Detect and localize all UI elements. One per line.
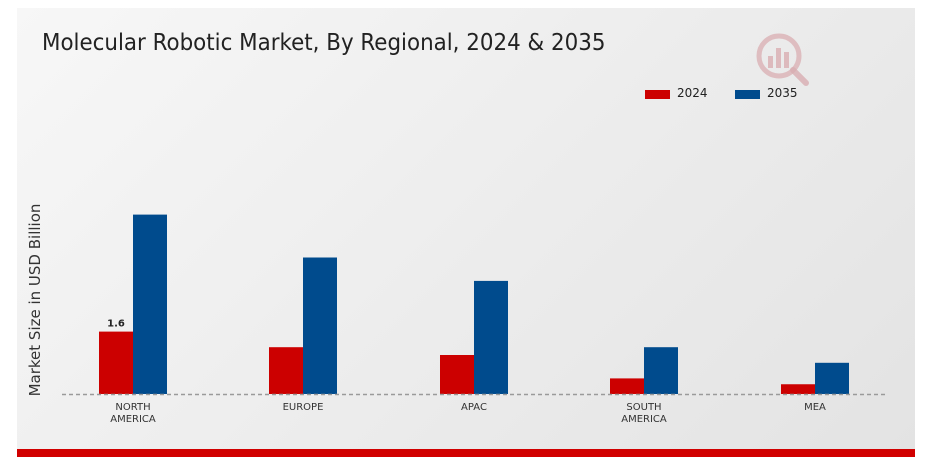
data-label-0: 1.6 bbox=[107, 319, 125, 330]
bar-2024-1 bbox=[269, 347, 303, 394]
bar-2035-4 bbox=[815, 362, 849, 394]
brand-logo-icon bbox=[756, 33, 809, 86]
x-tick-label-0: AMERICA bbox=[110, 414, 156, 425]
bar-2024-2 bbox=[440, 355, 474, 394]
x-tick-label-0: NORTH bbox=[115, 402, 150, 413]
bar-2035-1 bbox=[303, 257, 337, 394]
x-tick-label-3: SOUTH bbox=[626, 402, 661, 413]
bar-2024-4 bbox=[781, 384, 815, 394]
x-tick-label-2: APAC bbox=[461, 402, 487, 413]
bar-2035-0 bbox=[133, 214, 167, 394]
legend-label-2024: 2024 bbox=[677, 86, 708, 100]
x-tick-label-4: MEA bbox=[804, 402, 826, 413]
legend-swatch-2035 bbox=[735, 90, 760, 99]
bar-2024-0 bbox=[99, 331, 133, 394]
brand-accent-bar bbox=[17, 449, 915, 457]
bar-2035-2 bbox=[474, 280, 508, 394]
legend-swatch-2024 bbox=[645, 90, 670, 99]
bar-2035-3 bbox=[644, 347, 678, 394]
chart-title: Molecular Robotic Market, By Regional, 2… bbox=[42, 30, 606, 56]
x-tick-label-3: AMERICA bbox=[621, 414, 667, 425]
x-tick-label-1: EUROPE bbox=[283, 402, 324, 413]
chart-legend: 2024 2035 bbox=[645, 86, 815, 102]
bar-2024-3 bbox=[610, 378, 644, 394]
legend-label-2035: 2035 bbox=[767, 86, 798, 100]
